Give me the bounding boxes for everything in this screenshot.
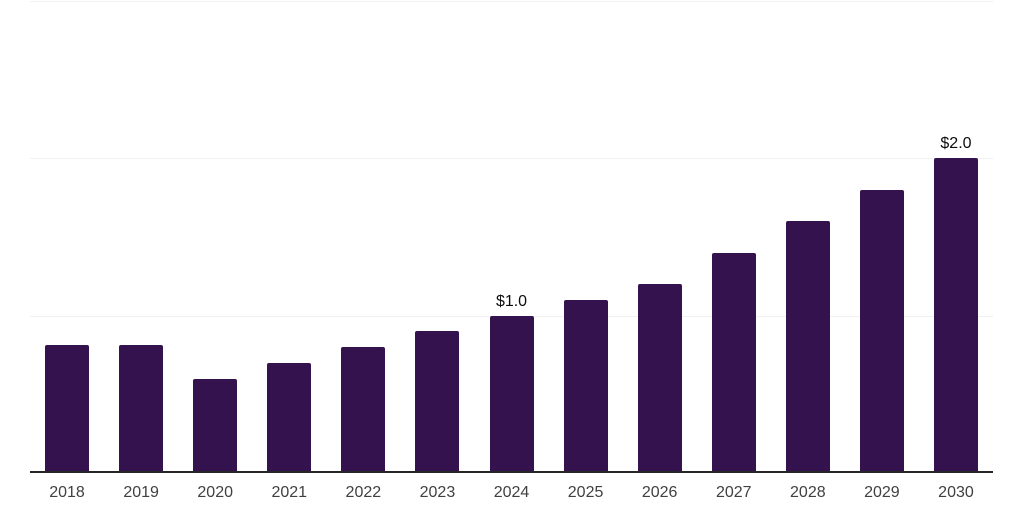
bar-2018 [45,345,90,473]
x-tick-label-2018: 2018 [49,484,85,501]
band-2021 [252,0,326,473]
bar-series: $1.0 $2.0 [30,0,993,473]
x-tick-label-2020: 2020 [197,484,233,501]
x-tick-label-2021: 2021 [271,484,308,501]
x-tick-label-2025: 2025 [567,484,604,501]
x-axis-line [30,471,993,473]
x-tick-label-2030: 2030 [938,484,974,501]
bar-2025 [563,299,608,473]
gridline-3 [30,0,993,2]
band-2018 [30,0,104,473]
x-tick-label-2022: 2022 [345,484,382,501]
band-2029 [845,0,919,473]
band-2028 [771,0,845,473]
x-tick-label-2026: 2026 [641,484,678,501]
band-2030: $2.0 [919,0,993,473]
bar-2021 [267,362,312,473]
bar-2026 [637,284,682,473]
bar-2019 [119,345,164,473]
x-tick-label-2019: 2019 [123,484,159,501]
x-axis-labels: 2018 2019 2020 2021 2022 2023 2024 2025 2026 2027… [30,484,993,502]
bar-2030 [933,158,978,473]
band-2026 [623,0,697,473]
band-2020 [178,0,252,473]
band-2024: $1.0 [474,0,548,473]
x-tick-label-2023: 2023 [419,484,456,501]
bar-2024 [489,315,534,473]
bar-2029 [859,189,904,473]
plot-area: $1.0 $2.0 [30,0,993,473]
band-2025 [549,0,623,473]
gridline-2 [30,158,993,159]
bar-value-label-2030: $2.0 [940,135,972,152]
x-tick-label-2029: 2029 [864,484,900,501]
x-tick-label-2028: 2028 [790,484,826,501]
bar-value-label-2024: $1.0 [495,292,528,310]
bar-2022 [341,347,386,473]
bar-2028 [785,221,830,473]
x-tick-label-2024: 2024 [493,484,530,501]
band-2022 [326,0,400,473]
bar-2023 [415,331,460,473]
band-2019 [104,0,178,473]
bar-2027 [711,252,756,473]
bar-2020 [193,378,238,473]
x-tick-label-2027: 2027 [715,484,752,501]
band-2023 [400,0,474,473]
band-2027 [697,0,771,473]
